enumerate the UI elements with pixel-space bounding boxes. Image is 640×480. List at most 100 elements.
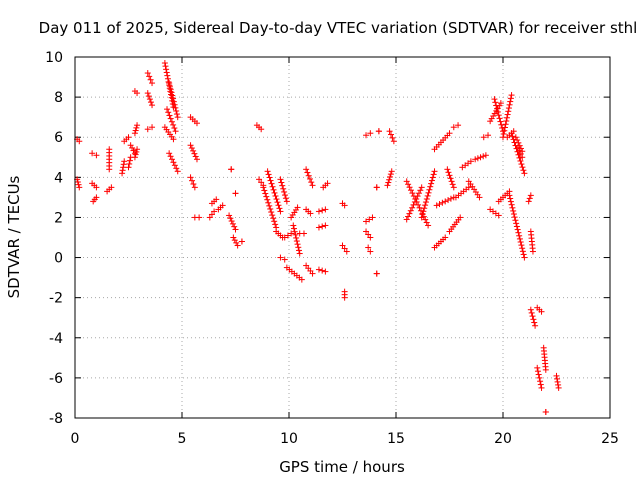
data-point-plus-marker <box>188 177 195 184</box>
x-axis-label: GPS time / hours <box>279 458 405 476</box>
data-point-plus-marker <box>519 248 526 255</box>
data-point-plus-marker <box>170 136 177 143</box>
data-point-plus-marker <box>315 224 322 231</box>
data-point-plus-marker <box>266 202 273 209</box>
x-tick-label: 20 <box>494 431 512 447</box>
data-point-plus-marker <box>425 222 432 229</box>
data-point-plus-marker <box>482 152 489 159</box>
data-point-plus-marker <box>542 408 549 415</box>
data-point-plus-marker <box>427 183 434 190</box>
data-point-plus-marker <box>436 201 443 208</box>
data-point-plus-marker <box>192 153 199 160</box>
data-point-plus-marker <box>367 130 374 137</box>
data-point-plus-marker <box>373 270 380 277</box>
data-point-plus-marker <box>495 112 502 119</box>
data-point-plus-marker <box>119 170 126 177</box>
data-point-plus-marker <box>108 184 115 191</box>
data-point-plus-marker <box>341 245 348 252</box>
data-point-plus-marker <box>529 313 536 320</box>
data-point-plus-marker <box>294 204 301 211</box>
data-point-plus-marker <box>433 202 440 209</box>
data-point-plus-marker <box>414 193 421 200</box>
data-point-plus-marker <box>133 148 140 155</box>
data-point-plus-marker <box>265 199 272 206</box>
data-point-plus-marker <box>298 276 305 283</box>
data-point-plus-marker <box>120 164 127 171</box>
data-point-plus-marker <box>506 101 513 108</box>
data-point-plus-marker <box>529 248 536 255</box>
data-point-plus-marker <box>449 181 456 188</box>
data-point-plus-marker <box>146 96 153 103</box>
data-point-plus-marker <box>119 167 126 174</box>
data-point-plus-marker <box>322 268 329 275</box>
x-tick-label: 10 <box>280 431 298 447</box>
data-point-plus-marker <box>476 194 483 201</box>
data-point-plus-marker <box>76 138 83 145</box>
data-point-plus-marker <box>369 214 376 221</box>
data-point-plus-marker <box>409 190 416 197</box>
data-point-plus-marker <box>190 147 197 154</box>
data-point-plus-marker <box>193 120 200 127</box>
data-point-plus-marker <box>74 179 81 186</box>
data-point-plus-marker <box>288 230 295 237</box>
data-point-plus-marker <box>293 238 300 245</box>
data-point-plus-marker <box>271 218 278 225</box>
data-point-plus-marker <box>406 184 413 191</box>
data-point-plus-marker <box>467 158 474 165</box>
data-point-plus-marker <box>516 232 523 239</box>
data-point-plus-marker <box>417 187 424 194</box>
data-point-plus-marker <box>513 220 520 227</box>
data-point-plus-marker <box>270 215 277 222</box>
data-point-plus-marker <box>294 241 301 248</box>
data-point-plus-marker <box>272 193 279 200</box>
data-point-plus-marker <box>165 78 172 85</box>
data-point-plus-marker <box>267 177 274 184</box>
data-point-plus-marker <box>367 234 374 241</box>
data-point-plus-marker <box>386 176 393 183</box>
data-point-plus-marker <box>510 207 517 214</box>
data-point-plus-marker <box>363 132 370 139</box>
data-point-plus-marker <box>261 187 268 194</box>
data-point-plus-marker <box>164 106 171 113</box>
data-point-plus-marker <box>518 161 525 168</box>
data-point-plus-marker <box>232 226 239 233</box>
y-tick-label: -2 <box>49 291 63 307</box>
data-point-plus-marker <box>517 239 524 246</box>
data-point-plus-marker <box>227 215 234 222</box>
data-point-plus-marker <box>290 222 297 229</box>
data-point-plus-marker <box>387 171 394 178</box>
data-point-plus-marker <box>126 160 133 167</box>
data-point-plus-marker <box>273 196 280 203</box>
data-point-plus-marker <box>516 154 523 161</box>
data-point-plus-marker <box>170 121 177 128</box>
data-point-plus-marker <box>166 150 173 157</box>
data-point-plus-marker <box>431 168 438 175</box>
data-point-plus-marker <box>229 220 236 227</box>
data-point-plus-marker <box>403 178 410 185</box>
data-point-plus-marker <box>167 115 174 122</box>
data-point-plus-marker <box>343 248 350 255</box>
data-point-plus-marker <box>512 217 519 224</box>
data-point-plus-marker <box>281 234 288 241</box>
data-point-plus-marker <box>450 124 457 131</box>
data-point-plus-marker <box>409 204 416 211</box>
data-point-plus-marker <box>508 92 515 99</box>
data-point-plus-marker <box>521 170 528 177</box>
data-point-plus-marker <box>442 198 449 205</box>
data-point-plus-marker <box>164 72 171 79</box>
data-point-plus-marker <box>472 156 479 163</box>
data-point-plus-marker <box>231 223 238 230</box>
data-point-plus-marker <box>363 228 370 235</box>
data-point-plus-marker <box>407 207 414 214</box>
data-point-plus-marker <box>315 208 322 215</box>
data-point-plus-marker <box>281 256 288 263</box>
data-point-plus-marker <box>418 184 425 191</box>
data-point-plus-marker <box>491 96 498 103</box>
data-point-plus-marker <box>527 192 534 199</box>
data-point-plus-marker <box>274 199 281 206</box>
data-point-plus-marker <box>263 193 270 200</box>
data-point-plus-marker <box>132 151 139 158</box>
data-point-plus-marker <box>290 225 297 232</box>
y-tick-label: 10 <box>45 50 63 66</box>
data-point-plus-marker <box>283 198 290 205</box>
